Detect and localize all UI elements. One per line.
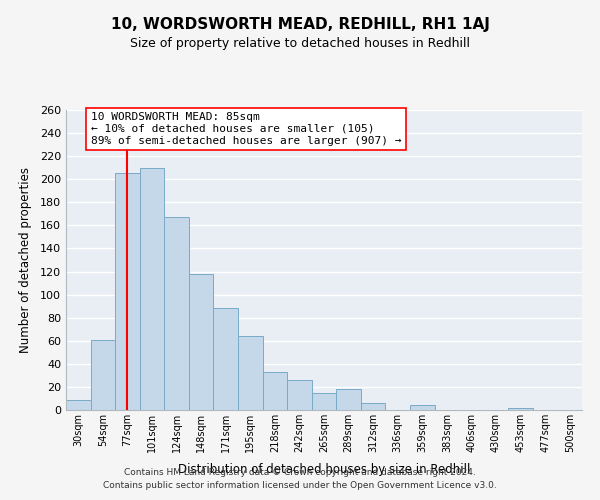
Bar [115,174,140,410]
Bar [312,392,336,410]
Bar [263,372,287,410]
Bar [140,168,164,410]
Bar [164,218,189,410]
Bar [336,389,361,410]
Text: Contains public sector information licensed under the Open Government Licence v3: Contains public sector information licen… [103,482,497,490]
Text: Contains HM Land Registry data © Crown copyright and database right 2024.: Contains HM Land Registry data © Crown c… [124,468,476,477]
Bar [361,403,385,410]
Bar [238,336,263,410]
Bar [410,406,434,410]
Text: 10 WORDSWORTH MEAD: 85sqm
← 10% of detached houses are smaller (105)
89% of semi: 10 WORDSWORTH MEAD: 85sqm ← 10% of detac… [91,112,401,146]
Bar [287,380,312,410]
Bar [91,340,115,410]
X-axis label: Distribution of detached houses by size in Redhill: Distribution of detached houses by size … [178,464,470,476]
Bar [214,308,238,410]
Bar [66,400,91,410]
Y-axis label: Number of detached properties: Number of detached properties [19,167,32,353]
Text: Size of property relative to detached houses in Redhill: Size of property relative to detached ho… [130,38,470,51]
Text: 10, WORDSWORTH MEAD, REDHILL, RH1 1AJ: 10, WORDSWORTH MEAD, REDHILL, RH1 1AJ [110,18,490,32]
Bar [508,408,533,410]
Bar [189,274,214,410]
